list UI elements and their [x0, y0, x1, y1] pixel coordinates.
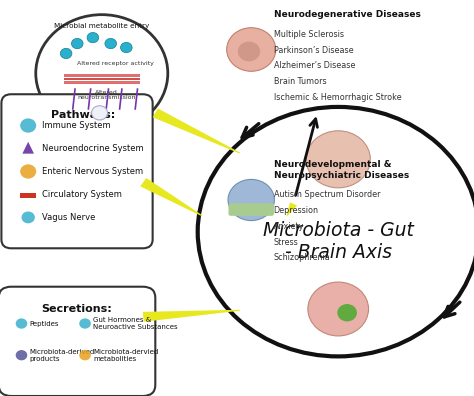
Circle shape — [105, 38, 117, 49]
FancyBboxPatch shape — [64, 81, 140, 84]
Circle shape — [91, 106, 108, 120]
Circle shape — [20, 164, 36, 179]
Text: Microbiota-derived
products: Microbiota-derived products — [29, 349, 95, 362]
Text: Autism Spectrum Disorder: Autism Spectrum Disorder — [273, 190, 380, 199]
Circle shape — [16, 350, 27, 360]
Circle shape — [79, 318, 91, 329]
Circle shape — [20, 118, 36, 133]
Circle shape — [228, 179, 274, 221]
FancyBboxPatch shape — [64, 78, 140, 80]
Circle shape — [227, 28, 276, 71]
FancyBboxPatch shape — [64, 74, 140, 77]
Text: Gut Hormones &
Neuroactive Substances: Gut Hormones & Neuroactive Substances — [93, 317, 178, 330]
FancyBboxPatch shape — [0, 287, 155, 396]
Text: Secretions:: Secretions: — [42, 304, 112, 314]
Text: Microbial metabolite entry: Microbial metabolite entry — [54, 23, 149, 29]
Text: Neuroendocrine System: Neuroendocrine System — [42, 144, 143, 152]
Circle shape — [79, 350, 91, 360]
Text: Immune System: Immune System — [42, 121, 110, 129]
Text: Peptides: Peptides — [29, 320, 59, 327]
Text: Schizophrenia: Schizophrenia — [273, 253, 330, 263]
Polygon shape — [153, 109, 240, 154]
FancyBboxPatch shape — [20, 193, 36, 198]
Circle shape — [16, 318, 27, 329]
Circle shape — [337, 304, 357, 322]
Text: Altered
neurotransmission: Altered neurotransmission — [77, 89, 136, 101]
Polygon shape — [287, 202, 297, 216]
Text: Multiple Sclerosis: Multiple Sclerosis — [273, 30, 344, 39]
Circle shape — [87, 32, 99, 43]
Text: Alzheimer’s Disease: Alzheimer’s Disease — [273, 61, 355, 70]
FancyBboxPatch shape — [1, 94, 153, 248]
Circle shape — [238, 42, 260, 61]
Text: Vagus Nerve: Vagus Nerve — [42, 213, 95, 221]
Polygon shape — [22, 142, 34, 154]
Circle shape — [306, 131, 370, 188]
Circle shape — [36, 15, 168, 132]
Circle shape — [308, 282, 369, 336]
Circle shape — [21, 211, 35, 223]
Text: Circulatory System: Circulatory System — [42, 190, 121, 198]
Circle shape — [72, 38, 83, 49]
Text: Stress: Stress — [273, 238, 298, 247]
Text: Microbiota - Gut
- Brain Axis: Microbiota - Gut - Brain Axis — [263, 221, 414, 262]
Text: Microbiota-dervied
metabolities: Microbiota-dervied metabolities — [93, 349, 158, 362]
Text: Pathways:: Pathways: — [52, 110, 116, 120]
FancyBboxPatch shape — [228, 203, 274, 216]
Text: Enteric Nervous System: Enteric Nervous System — [42, 167, 143, 175]
Polygon shape — [143, 310, 240, 322]
Circle shape — [60, 48, 72, 59]
Text: Anxiety: Anxiety — [273, 222, 304, 231]
Text: Parkinson’s Disease: Parkinson’s Disease — [273, 46, 353, 55]
Text: Altered receptor activity: Altered receptor activity — [77, 61, 154, 66]
Circle shape — [120, 42, 132, 53]
Text: Neurodevelopmental &
Neuropsychiatric Diseases: Neurodevelopmental & Neuropsychiatric Di… — [273, 160, 409, 180]
Text: Depression: Depression — [273, 206, 319, 215]
Text: Ischemic & Hemorrhagic Stroke: Ischemic & Hemorrhagic Stroke — [273, 93, 401, 102]
Text: Brain Tumors: Brain Tumors — [273, 77, 326, 86]
Text: Neurodegenerative Diseases: Neurodegenerative Diseases — [273, 10, 420, 19]
Polygon shape — [140, 178, 202, 216]
